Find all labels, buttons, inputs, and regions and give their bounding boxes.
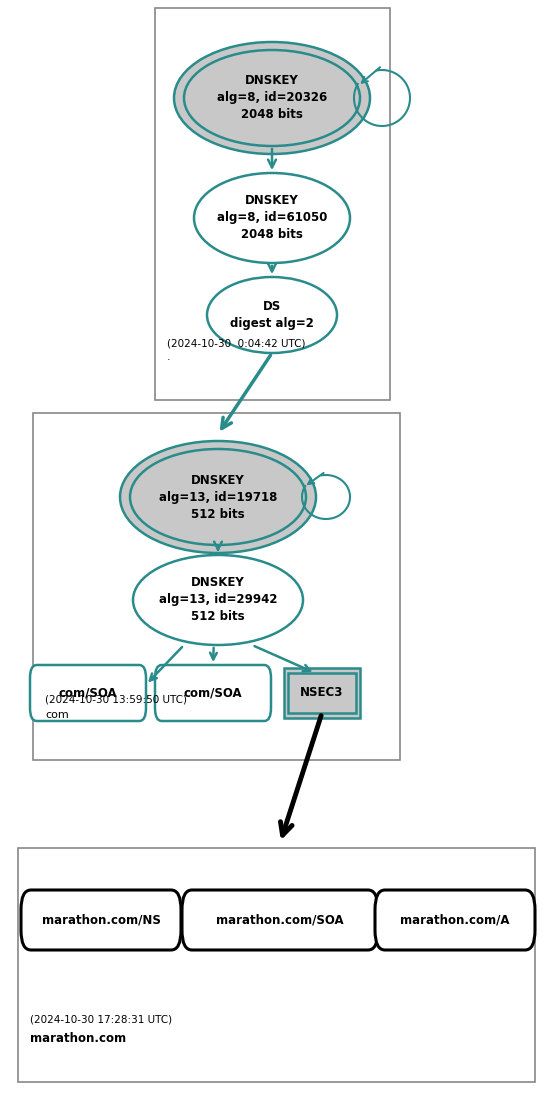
Text: DNSKEY
alg=13, id=19718
512 bits: DNSKEY alg=13, id=19718 512 bits (159, 474, 277, 521)
Text: marathon.com/SOA: marathon.com/SOA (216, 913, 344, 927)
Ellipse shape (207, 277, 337, 353)
FancyBboxPatch shape (30, 665, 146, 721)
Text: marathon.com/NS: marathon.com/NS (41, 913, 160, 927)
Text: com/SOA: com/SOA (59, 687, 117, 699)
Ellipse shape (130, 449, 306, 545)
FancyBboxPatch shape (33, 414, 400, 760)
FancyBboxPatch shape (375, 891, 535, 950)
Ellipse shape (120, 441, 316, 552)
Text: DNSKEY
alg=8, id=61050
2048 bits: DNSKEY alg=8, id=61050 2048 bits (217, 195, 327, 242)
Text: DS
digest alg=2: DS digest alg=2 (230, 300, 314, 330)
FancyBboxPatch shape (284, 667, 360, 719)
Text: marathon.com/A: marathon.com/A (400, 913, 510, 927)
FancyBboxPatch shape (21, 891, 181, 950)
Text: DNSKEY
alg=13, id=29942
512 bits: DNSKEY alg=13, id=29942 512 bits (159, 577, 277, 624)
FancyBboxPatch shape (288, 673, 356, 713)
Text: com/SOA: com/SOA (184, 687, 242, 699)
Ellipse shape (133, 555, 303, 645)
Ellipse shape (194, 173, 350, 263)
FancyBboxPatch shape (155, 665, 271, 721)
Ellipse shape (184, 50, 360, 146)
Text: marathon.com: marathon.com (30, 1032, 126, 1045)
FancyBboxPatch shape (182, 891, 378, 950)
Text: (2024-10-30 17:28:31 UTC): (2024-10-30 17:28:31 UTC) (30, 1014, 172, 1024)
FancyBboxPatch shape (155, 8, 390, 400)
FancyBboxPatch shape (18, 848, 535, 1082)
Text: .: . (167, 352, 171, 362)
Text: NSEC3: NSEC3 (300, 687, 343, 699)
Text: com: com (45, 710, 69, 720)
Text: (2024-10-30 13:59:50 UTC): (2024-10-30 13:59:50 UTC) (45, 695, 187, 705)
Text: (2024-10-30  0:04:42 UTC): (2024-10-30 0:04:42 UTC) (167, 338, 305, 348)
Text: DNSKEY
alg=8, id=20326
2048 bits: DNSKEY alg=8, id=20326 2048 bits (217, 74, 327, 121)
Ellipse shape (174, 42, 370, 154)
